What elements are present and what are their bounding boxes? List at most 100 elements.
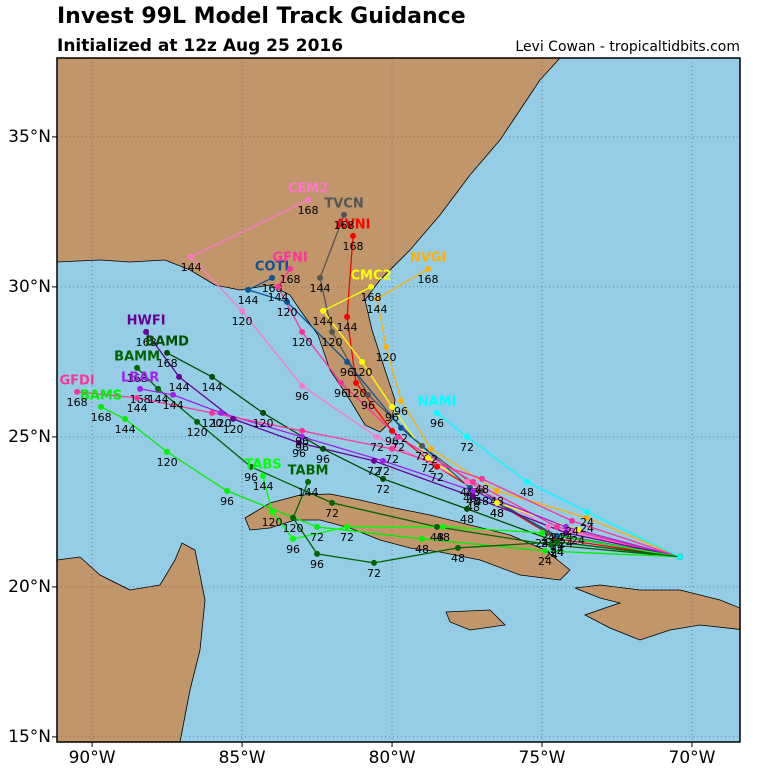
hour-label: 168	[91, 411, 112, 424]
model-label: GFDI	[60, 373, 95, 388]
track-point	[320, 445, 327, 452]
track-point	[470, 478, 477, 485]
track-point	[134, 394, 141, 401]
hour-label: 72	[325, 507, 339, 520]
track-point	[380, 475, 387, 482]
track-point	[230, 415, 237, 422]
track-line	[246, 277, 681, 558]
hour-label: 72	[391, 441, 405, 454]
track-point	[455, 544, 462, 551]
track-point	[209, 373, 216, 380]
track-line	[77, 391, 681, 558]
track-point	[584, 514, 591, 521]
hour-label: 24	[580, 516, 594, 529]
hour-label: 24	[535, 537, 549, 550]
hour-label: 24	[550, 546, 564, 559]
track-point	[224, 487, 231, 494]
hour-label: 72	[421, 462, 435, 475]
x-tick-label: 85°W	[219, 748, 266, 768]
hour-label: 96	[430, 417, 444, 430]
hour-label: 96	[295, 441, 309, 454]
hour-label: 96	[295, 390, 309, 403]
track-point	[371, 457, 378, 464]
track-point	[188, 253, 195, 260]
model-label: TABM	[288, 463, 329, 478]
model-label: CMC2	[351, 268, 392, 283]
model-label: NAMI	[418, 394, 457, 409]
track-point	[275, 283, 282, 290]
hour-label: 72	[415, 450, 429, 463]
hour-label: 48	[415, 543, 429, 556]
x-tick-label: 75°W	[519, 748, 566, 768]
track-point	[584, 508, 591, 515]
track-point	[296, 439, 303, 446]
model-label: GFNI	[272, 250, 307, 265]
hour-label: 168	[136, 336, 157, 349]
hour-label: 24	[550, 546, 564, 559]
hour-label: 120	[187, 426, 208, 439]
hour-label: 144	[298, 486, 319, 499]
hour-label: 72	[340, 531, 354, 544]
track-point	[434, 523, 441, 530]
model-label: CEM2	[288, 181, 328, 196]
track-point	[494, 499, 501, 506]
track-point	[260, 409, 267, 416]
hour-label: 120	[202, 417, 223, 430]
north-america	[57, 58, 561, 433]
hour-label: 72	[367, 567, 381, 580]
hour-label: 144	[313, 315, 334, 328]
track-point	[320, 307, 327, 314]
track-point	[419, 535, 426, 542]
track-point	[269, 508, 276, 515]
model-label: AVNI	[336, 217, 371, 232]
model-label: BAMS	[80, 388, 122, 403]
track-line	[166, 352, 681, 558]
y-tick-label: 35°N	[8, 127, 51, 147]
track-point	[290, 535, 297, 542]
track-point	[479, 475, 486, 482]
hour-label: 120	[376, 351, 397, 364]
track-point	[395, 433, 402, 440]
hour-label: 72	[376, 465, 390, 478]
hour-label: 144	[127, 402, 148, 415]
track-point	[365, 391, 372, 398]
hour-label: 48	[451, 552, 465, 565]
plot-frame	[56, 57, 741, 743]
hour-label: 144	[367, 303, 388, 316]
hour-label: 96	[220, 495, 234, 508]
hour-label: 120	[352, 366, 373, 379]
track-point	[344, 523, 351, 530]
track-point	[548, 541, 555, 548]
track-point	[389, 427, 396, 434]
hour-label: 144	[238, 294, 259, 307]
track-point	[341, 211, 348, 218]
hour-label: 72	[385, 453, 399, 466]
hour-label: 120	[157, 456, 178, 469]
track-point	[260, 472, 267, 479]
track-point	[464, 478, 471, 485]
track-point	[314, 523, 321, 530]
hour-label: 48	[490, 507, 504, 520]
track-point	[344, 313, 351, 320]
hour-label: 144	[181, 261, 202, 274]
hour-label: 72	[310, 531, 324, 544]
hour-label: 144	[310, 282, 331, 295]
hour-label: 120	[262, 516, 283, 529]
track-point	[470, 493, 477, 500]
hour-label: 96	[310, 558, 324, 571]
track-point	[194, 418, 201, 425]
track-point	[134, 364, 141, 371]
track-point	[143, 328, 150, 335]
track-point	[305, 478, 312, 485]
track-point	[470, 487, 477, 494]
hour-label: 96	[316, 453, 330, 466]
hour-label: 120	[283, 522, 304, 535]
track-line	[190, 199, 681, 558]
track-point	[299, 328, 306, 335]
hour-label: 120	[277, 306, 298, 319]
track-point	[299, 433, 306, 440]
model-label: TVCN	[324, 196, 363, 211]
track-point	[440, 523, 447, 530]
hour-label: 96	[292, 447, 306, 460]
